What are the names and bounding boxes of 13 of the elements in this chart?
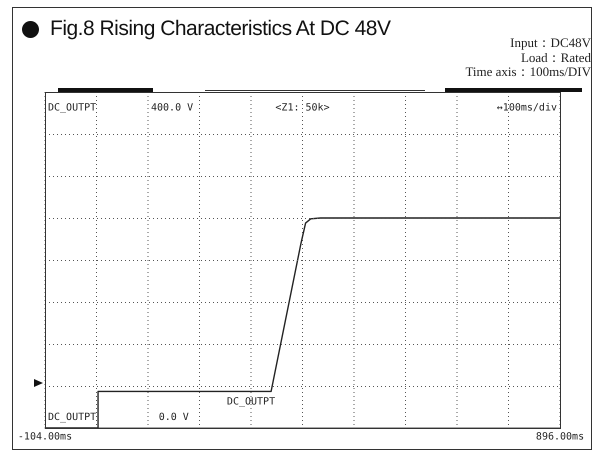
chart-title: Fig.8 Rising Characteristics At DC 48V: [50, 17, 390, 41]
text: Input：DC48V: [509, 35, 591, 50]
annotation: DC_OUTPT: [48, 412, 96, 423]
text: Load：Rated: [520, 50, 591, 65]
text: <Z1: 50k>: [275, 102, 330, 114]
text: Time axis：100ms/DIV: [465, 64, 591, 80]
text: 400.0 V: [151, 102, 194, 114]
annotation: 0.0 V: [158, 412, 189, 423]
text: ↔100ms/div: [496, 102, 557, 114]
text: DC_OUTPT: [48, 102, 96, 114]
annotation: DC_OUTPT: [226, 396, 276, 408]
x-tick-label: 896.00ms: [536, 432, 584, 443]
x-tick-label: -104.00ms: [18, 432, 72, 443]
